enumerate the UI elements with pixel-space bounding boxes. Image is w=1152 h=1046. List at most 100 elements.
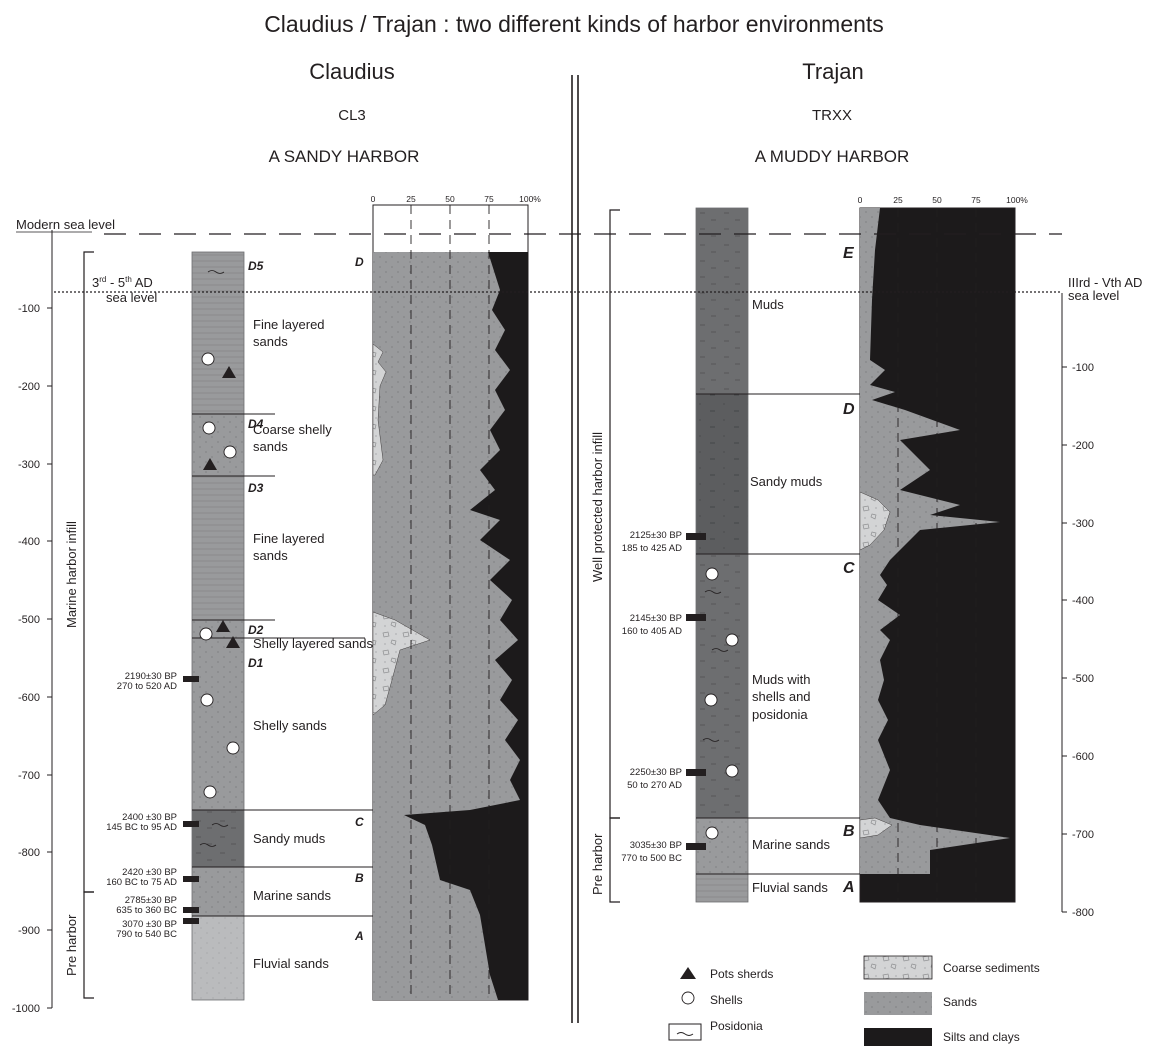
- shell-icon: [223, 445, 237, 459]
- date-bp: 2190±30 BP: [125, 671, 177, 682]
- sea-level-century: 3: [92, 275, 99, 290]
- facies-label: posidonia: [752, 707, 808, 722]
- claudius-coarse-fraction: [372, 343, 387, 476]
- pct-tick-label: 0: [858, 195, 863, 205]
- claudius-depth-label: -100: [18, 303, 40, 315]
- legend-coarse: Coarse sediments: [943, 961, 1040, 975]
- date-cal: 270 to 520 AD: [117, 681, 177, 692]
- pct-tick-label: 100%: [1006, 195, 1028, 205]
- facies-label: Shelly layered sands: [253, 636, 373, 651]
- pct-tick-label: 50: [932, 195, 942, 205]
- claudius-subtitle: A SANDY HARBOR: [269, 147, 420, 166]
- trajan-depth-label: -100: [1072, 362, 1094, 374]
- trajan-ancient-sea-level-line2: sea level: [1068, 288, 1119, 303]
- date-cal: 160 to 405 AD: [622, 626, 682, 637]
- facies-label: Marine sands: [752, 837, 831, 852]
- pre-harbor-bracket-label: Pre harbor: [590, 833, 605, 895]
- unit-label-a: A: [842, 879, 855, 896]
- claudius-depth-label: -500: [18, 614, 40, 626]
- trajan-ancient-sea-level: IIIrd - Vth AD: [1068, 275, 1142, 290]
- trajan-depth-label: -500: [1072, 673, 1094, 685]
- facies-label: Muds: [752, 297, 784, 312]
- trajan-core-column: [695, 207, 749, 903]
- claudius-heading: Claudius: [309, 59, 395, 84]
- marine-harbor-bracket-label: Marine harbor infill: [64, 521, 79, 628]
- claudius-depth-label: -600: [18, 692, 40, 704]
- legend-shells: Shells: [710, 993, 743, 1007]
- claudius-ancient-sea-level: 3rd - 5th AD: [92, 275, 153, 290]
- facies-label: Marine sands: [253, 888, 332, 903]
- date-cal: 770 to 500 BC: [621, 853, 682, 864]
- shell-icon: [200, 693, 214, 707]
- unit-label-d: D: [355, 255, 364, 269]
- claudius-core-code: CL3: [338, 107, 366, 124]
- shell-icon: [705, 826, 719, 840]
- unit-label-a: A: [354, 929, 364, 943]
- sands-swatch: [864, 992, 932, 1015]
- trajan-unit-boundaries: [696, 393, 950, 875]
- facies-label: Fine layered sands: [253, 317, 325, 349]
- claudius-depth-label: -1000: [12, 1003, 40, 1015]
- legend-pots-sherds: Pots sherds: [710, 967, 773, 981]
- unit-label-c: C: [355, 815, 364, 829]
- date-cal: 635 to 360 BC: [116, 905, 177, 916]
- pot-sherd-icon: [216, 620, 230, 632]
- trajan-coarse-fraction: [859, 817, 893, 839]
- shell-icon: [226, 741, 240, 755]
- pct-tick-label: 25: [893, 195, 903, 205]
- sea-level-mid: - 5: [106, 275, 125, 290]
- date-bp: 2420 ±30 BP: [122, 867, 177, 878]
- shell-icon: [704, 693, 718, 707]
- date-bp: 3070 ±30 BP: [122, 919, 177, 930]
- unit-label-d: D: [843, 401, 855, 418]
- trajan-depth-ticks: [1062, 366, 1067, 913]
- trajan-date-markers: [686, 533, 706, 850]
- date-bp: 2125±30 BP: [630, 530, 682, 541]
- well-protected-bracket-label: Well protected harbor infill: [590, 432, 605, 582]
- pct-tick-label: 0: [371, 194, 376, 204]
- facies-label: Fluvial sands: [752, 880, 828, 895]
- date-cal: 790 to 540 BC: [116, 929, 177, 940]
- pre-harbor-bracket-right: [609, 817, 620, 903]
- facies-label: Muds with: [752, 672, 811, 687]
- pct-tick-label: 25: [406, 194, 416, 204]
- trajan-depth-label: -600: [1072, 751, 1094, 763]
- legend: Pots sherds Shells Posidonia Coarse sedi…: [668, 955, 1040, 1046]
- facies-label: Shelly sands: [253, 718, 327, 733]
- pot-sherd-icon: [226, 636, 240, 648]
- facies-label: Fine layered sands: [253, 531, 325, 563]
- unit-label-d1: D1: [248, 656, 264, 670]
- trajan-depth-label: -800: [1072, 907, 1094, 919]
- shell-icon: [203, 785, 217, 799]
- unit-label-b: B: [843, 823, 855, 840]
- facies-label: Sandy muds: [750, 474, 823, 489]
- marine-harbor-bracket: [83, 251, 94, 893]
- trajan-subtitle: A MUDDY HARBOR: [755, 147, 910, 166]
- trajan-depth-label: -300: [1072, 518, 1094, 530]
- trajan-depth-label: -400: [1072, 595, 1094, 607]
- trajan-depth-label: -700: [1072, 829, 1094, 841]
- date-cal: 185 to 425 AD: [622, 543, 682, 554]
- date-bp: 2145±30 BP: [630, 613, 682, 624]
- date-cal: 145 BC to 95 AD: [106, 822, 177, 833]
- shell-icon: [705, 567, 719, 581]
- sea-level-sup: th: [125, 275, 132, 284]
- unit-label-d3: D3: [248, 481, 264, 495]
- posidonia-icon: [668, 1023, 702, 1041]
- shell-icon: [681, 991, 695, 1005]
- trajan-shell-icons: [704, 567, 739, 840]
- claudius-depth-label: -400: [18, 536, 40, 548]
- claudius-pot-sherd-icons: [203, 366, 240, 648]
- legend-posidonia: Posidonia: [710, 1019, 763, 1033]
- shell-icon: [199, 627, 213, 641]
- date-cal: 160 BC to 75 AD: [106, 877, 177, 888]
- shell-icon: [725, 633, 739, 647]
- claudius-ancient-sea-level-line2: sea level: [106, 290, 157, 305]
- shell-icon: [725, 764, 739, 778]
- unit-label-b: B: [355, 871, 364, 885]
- pot-sherd-icon: [203, 458, 217, 470]
- trajan-grain-size-graph: [859, 207, 1016, 903]
- modern-sea-level-label: Modern sea level: [16, 217, 115, 232]
- sea-level-tail: AD: [132, 275, 153, 290]
